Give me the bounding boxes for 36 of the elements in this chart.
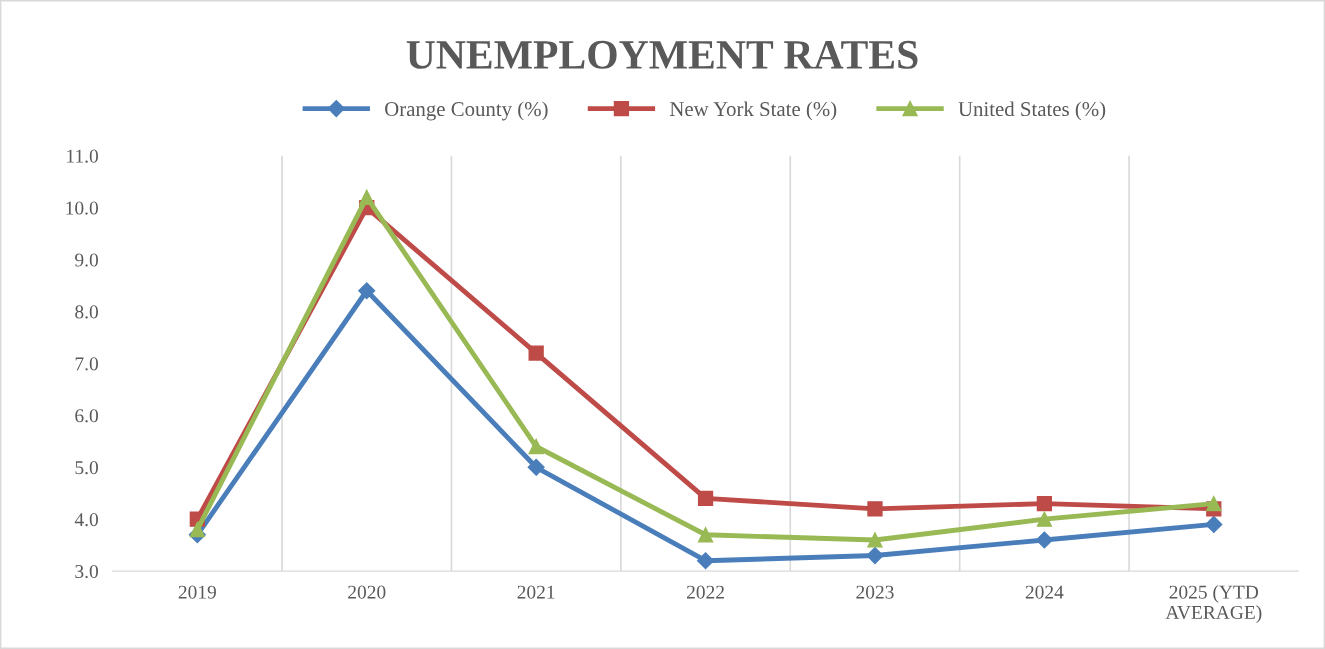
y-tick-label: 7.0: [75, 357, 98, 371]
point: [358, 282, 376, 300]
x-tick-label: 2024: [1025, 585, 1064, 599]
point: [528, 345, 544, 361]
point: [697, 527, 714, 543]
point: [1036, 495, 1053, 512]
y-tick-label: 11.0: [67, 149, 98, 163]
x-tick-label: 2020: [348, 585, 386, 599]
y-tick-label: 4.0: [74, 513, 98, 527]
y-tick-label: 3.0: [75, 564, 98, 579]
point: [697, 490, 714, 507]
y-tick-label: 8.0: [75, 305, 98, 319]
point: [867, 532, 883, 548]
point: [359, 189, 375, 205]
legend-label: Orange County (%): [385, 101, 548, 121]
point: [1035, 531, 1053, 549]
point: [1205, 515, 1223, 533]
point: [867, 501, 883, 517]
point: [527, 458, 545, 476]
x-tick-label: 2019: [178, 585, 216, 599]
legend-label: United States (%): [958, 101, 1106, 121]
point: [189, 521, 205, 538]
legend-label: New York State (%): [669, 101, 837, 121]
chart-title: UNEMPLOYMENT RATES: [406, 40, 918, 69]
point: [1206, 495, 1222, 512]
x-tick-label: 2022: [686, 585, 724, 599]
y-tick-label: 6.0: [75, 409, 98, 423]
x-tick-label: 2025 (YTD AVERAGE): [1165, 585, 1262, 623]
y-tick-label: 10.0: [66, 201, 98, 215]
x-tick-label: 2023: [856, 585, 894, 599]
point: [866, 546, 884, 565]
x-tick-label: 2021: [517, 585, 555, 599]
y-tick-label: 9.0: [75, 253, 98, 267]
point: [1036, 511, 1053, 527]
point: [528, 438, 544, 455]
y-tick-label: 5.0: [75, 461, 98, 475]
